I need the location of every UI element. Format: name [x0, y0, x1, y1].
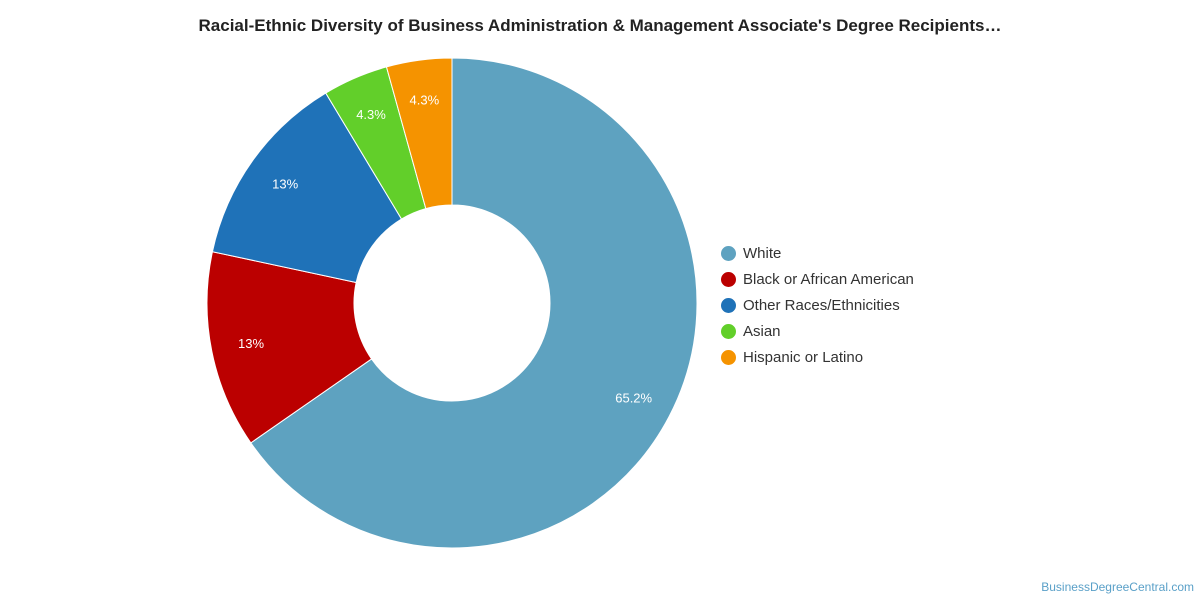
- slice-other-races-ethnicities[interactable]: [211, 92, 403, 284]
- legend-label: Hispanic or Latino: [743, 348, 864, 366]
- slice-label-asian: 4.3%: [356, 107, 386, 122]
- slice-label-other-races-ethnicities: 13%: [272, 176, 298, 191]
- slice-label-white: 65.2%: [615, 390, 652, 405]
- legend-swatch: [721, 323, 736, 339]
- legend-item-black-or-african-american[interactable]: Black or African American: [721, 266, 914, 292]
- legend-item-white[interactable]: White: [721, 240, 914, 266]
- legend-swatch: [721, 297, 736, 313]
- legend-swatch: [721, 349, 736, 365]
- legend-item-hispanic-or-latino[interactable]: Hispanic or Latino: [721, 344, 914, 370]
- chart-legend: White Black or African American Other Race…: [721, 240, 914, 370]
- slice-label-black-or-african-american: 13%: [238, 336, 264, 351]
- chart-title: Racial-Ethnic Diversity of Business Admi…: [198, 16, 1002, 35]
- legend-label: White: [743, 244, 782, 262]
- source-credit[interactable]: BusinessDegreeCentral.com: [1041, 580, 1194, 594]
- slice-white[interactable]: [250, 57, 698, 549]
- legend-swatch: [721, 245, 736, 261]
- slice-label-hispanic-or-latino: 4.3%: [410, 92, 440, 107]
- slice-black-or-african-american[interactable]: [206, 251, 373, 444]
- legend-label: Black or African American: [743, 270, 914, 288]
- legend-label: Other Races/Ethnicities: [743, 296, 900, 314]
- slice-hispanic-or-latino[interactable]: [385, 57, 453, 210]
- legend-item-asian[interactable]: Asian: [721, 318, 914, 344]
- legend-label: Asian: [743, 322, 781, 340]
- legend-swatch: [721, 271, 736, 287]
- legend-item-other-races-ethnicities[interactable]: Other Races/Ethnicities: [721, 292, 914, 318]
